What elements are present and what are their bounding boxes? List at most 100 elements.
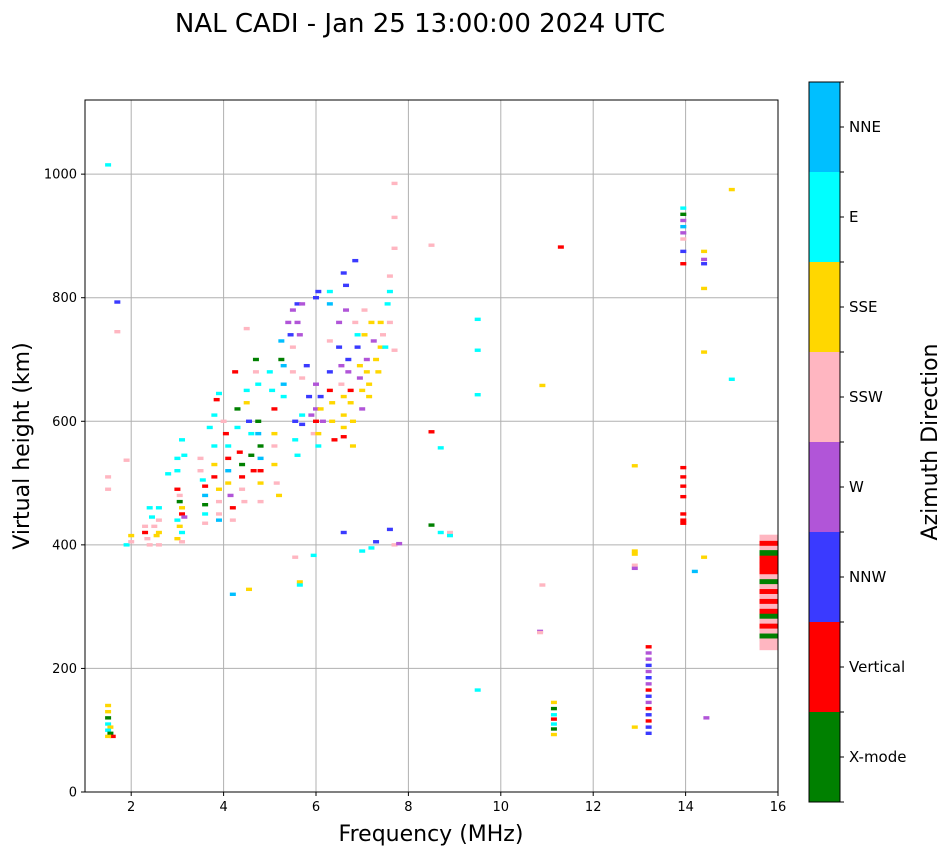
echo-point <box>550 732 557 737</box>
echo-point <box>645 645 652 649</box>
echo-point <box>354 345 361 349</box>
x-tick-label: 12 <box>585 800 602 815</box>
echo-point <box>382 345 389 349</box>
echo-point <box>303 363 310 368</box>
echo-point <box>331 438 338 442</box>
echo-point <box>759 623 778 632</box>
echo-point <box>759 628 778 637</box>
echo-point <box>645 688 652 692</box>
echo-point <box>336 345 343 349</box>
echo-point <box>645 719 652 723</box>
echo-point <box>645 725 652 729</box>
plot-frame <box>84 99 779 793</box>
echo-point <box>557 245 564 249</box>
echo-point <box>225 444 232 448</box>
echo-point <box>354 333 361 337</box>
echo-point <box>539 383 546 388</box>
echo-point <box>276 493 283 498</box>
echo-point <box>313 382 319 386</box>
echo-point <box>759 633 778 642</box>
colorbar-tick-label: NNW <box>849 568 886 586</box>
echo-point <box>155 530 162 535</box>
echo-point <box>109 734 116 739</box>
echo-point <box>680 465 687 470</box>
echo-point <box>229 592 236 596</box>
echo-point <box>386 320 393 325</box>
echo-point <box>645 663 652 668</box>
echo-point <box>359 388 366 393</box>
echo-point <box>146 506 153 510</box>
echo-point <box>356 363 363 368</box>
echo-point <box>368 546 375 550</box>
echo-point <box>155 506 162 510</box>
echo-point <box>211 475 218 479</box>
y-axis-label: Virtual height (km) <box>10 342 35 549</box>
echo-point <box>105 475 112 479</box>
echo-point <box>174 487 181 491</box>
echo-point <box>278 339 285 343</box>
echo-point <box>359 549 366 553</box>
echo-point <box>211 444 218 448</box>
echo-point <box>248 431 255 436</box>
echo-point <box>391 348 398 352</box>
echo-point <box>701 262 708 266</box>
echo-point <box>225 469 232 473</box>
echo-point <box>680 518 687 522</box>
x-tick-label: 2 <box>127 800 135 815</box>
echo-point <box>680 521 687 525</box>
echo-point <box>391 215 398 220</box>
echo-point <box>289 345 296 349</box>
echo-point <box>310 553 317 558</box>
echo-point <box>446 533 453 538</box>
colorbar-segment <box>809 622 840 712</box>
echo-point <box>361 333 368 337</box>
echo-point <box>680 512 687 516</box>
echo-point <box>289 370 296 374</box>
y-tick-label: 0 <box>69 786 77 801</box>
echo-point <box>391 543 398 547</box>
echo-point <box>146 543 153 547</box>
echo-point <box>645 694 652 698</box>
echo-point <box>352 320 359 325</box>
echo-point <box>645 657 652 661</box>
y-axis-ticks: 0 200 400 600 800 1000 <box>44 168 85 801</box>
echo-point <box>329 401 336 405</box>
echo-point <box>759 568 778 577</box>
echo-point <box>299 413 306 417</box>
echo-point <box>340 435 347 439</box>
echo-point <box>313 407 319 411</box>
colorbar-tick-label: SSE <box>849 298 878 316</box>
colorbar-label: Azimuth Direction <box>918 343 943 540</box>
echo-point <box>197 456 204 461</box>
echo-point <box>326 289 333 294</box>
echo-point <box>294 453 301 457</box>
colorbar-tick-label: X-mode <box>849 748 906 766</box>
echo-point <box>340 413 347 417</box>
echo-point <box>179 512 186 516</box>
echo-point <box>345 357 352 362</box>
colorbar-tick-label: Vertical <box>849 658 905 676</box>
echo-point <box>234 425 241 430</box>
echo-point <box>285 320 292 325</box>
echo-point <box>292 438 299 442</box>
echo-point <box>269 388 276 393</box>
echo-point <box>701 555 708 559</box>
echo-point <box>349 444 356 448</box>
echo-point <box>446 530 453 535</box>
echo-point <box>273 481 280 485</box>
echo-point <box>250 469 257 473</box>
x-tick-label: 14 <box>677 800 694 815</box>
echo-point <box>759 561 778 570</box>
echo-point <box>437 530 444 535</box>
echo-point <box>366 382 373 386</box>
echo-point <box>550 713 557 717</box>
echo-point <box>155 518 162 522</box>
echo-point <box>680 494 687 499</box>
echo-point <box>428 430 435 434</box>
colorbar-tick-label: NNE <box>849 118 881 136</box>
echo-point <box>215 487 222 491</box>
echo-points <box>105 163 778 739</box>
colorbar-segment <box>809 352 840 442</box>
echo-point <box>280 382 287 386</box>
echo-point <box>215 499 222 504</box>
